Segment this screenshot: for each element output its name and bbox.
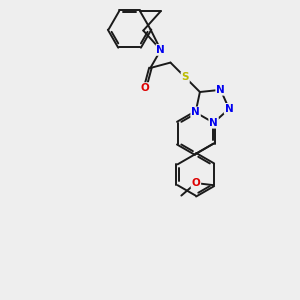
Text: N: N [225, 104, 233, 114]
Text: N: N [156, 45, 165, 55]
Text: N: N [209, 118, 218, 128]
Text: O: O [191, 178, 200, 188]
Text: N: N [216, 85, 225, 95]
Text: S: S [182, 72, 189, 82]
Text: O: O [141, 83, 149, 93]
Text: N: N [191, 107, 200, 117]
